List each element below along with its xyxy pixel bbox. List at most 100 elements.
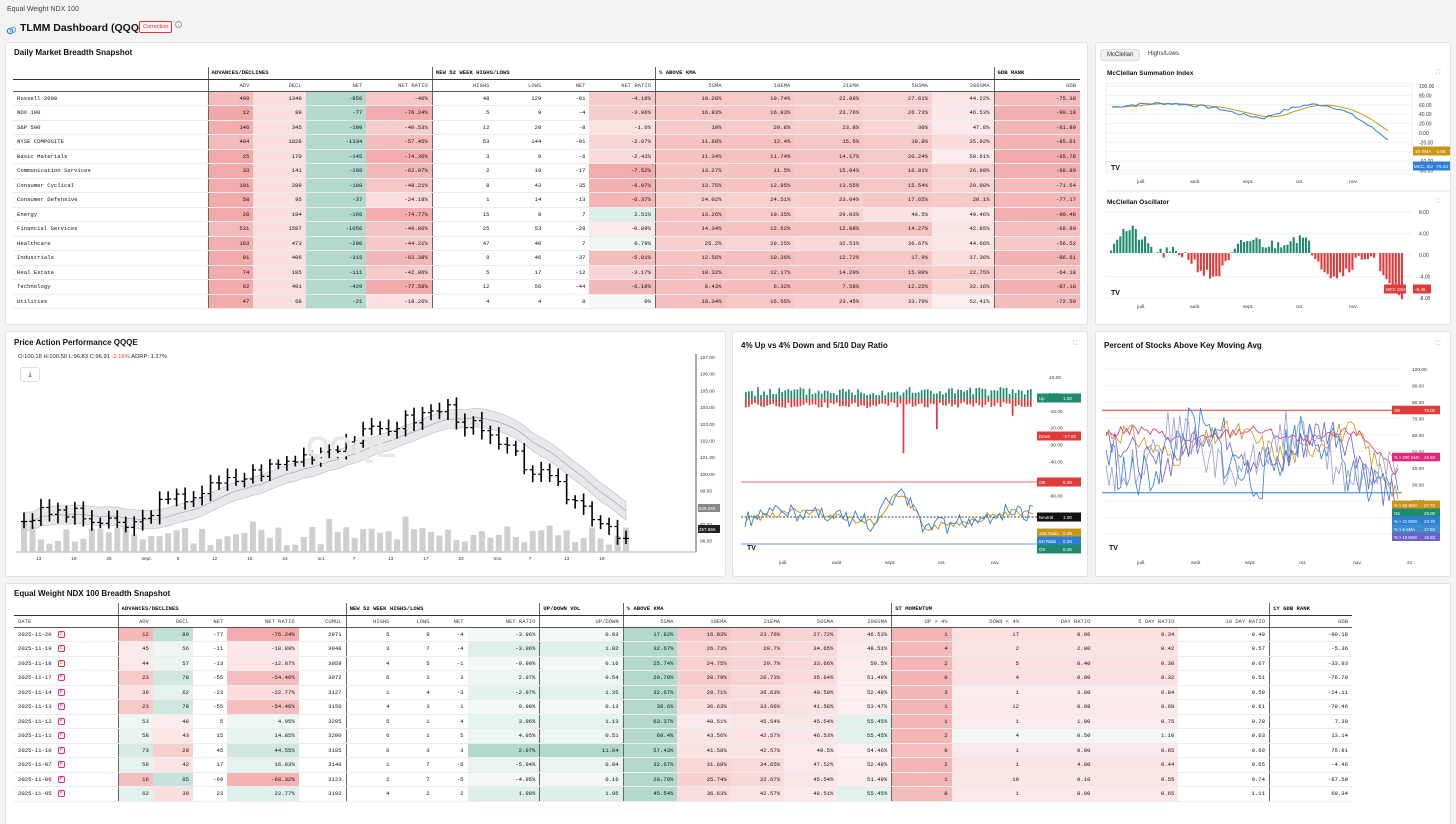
col-header[interactable]: CUMUL <box>298 615 347 628</box>
pct-chart[interactable]: 100.00 90.00 80.00 70.00 60.00 50.00 40.00 30.0… <box>1096 332 1451 577</box>
table-row: Russell 2000 499 1349 -850 -46% 48 129 -81 -4.16… <box>13 91 1080 106</box>
col-header[interactable]: 5 DAY RATIO <box>1094 615 1179 628</box>
col-header[interactable]: NET RATIO <box>366 79 433 92</box>
col-header[interactable]: 5SMA <box>654 79 726 92</box>
col-header[interactable]: 200SMA <box>837 615 892 628</box>
col-header[interactable]: UP/DOWN <box>539 615 624 628</box>
download-button[interactable]: ⤓ <box>20 367 40 382</box>
table-cell: 13.27% <box>654 163 726 179</box>
osc-bar <box>1233 248 1236 253</box>
col-header[interactable]: LOWS <box>493 79 546 92</box>
table-cell: 9 <box>493 105 546 121</box>
col-header[interactable]: HIGHS <box>345 615 394 628</box>
table-cell: 3 <box>891 685 952 700</box>
col-header[interactable]: 200SMA <box>932 79 994 92</box>
volume-bar <box>173 530 180 552</box>
down-bar <box>763 399 765 408</box>
table-cell: 23 <box>117 699 153 715</box>
up-bar <box>1029 389 1032 399</box>
col-header[interactable]: NET <box>433 615 468 628</box>
down-bar <box>866 399 868 408</box>
up-bar <box>823 390 826 399</box>
month-label: nov. <box>1349 180 1358 185</box>
axis-tick-label: 100.00 <box>1419 84 1435 90</box>
col-header[interactable]: NET <box>545 79 590 92</box>
col-header[interactable]: 5SMA <box>622 615 678 628</box>
col-header[interactable]: HIGHS <box>431 79 494 92</box>
col-header[interactable]: NET RATIO <box>227 615 299 628</box>
table-cell: 30% <box>863 120 932 135</box>
table-cell: 57.43% <box>622 743 678 758</box>
down-bar <box>811 399 814 405</box>
ndx-breadth-title: Equal Weight NDX 100 Breadth Snapshot <box>14 589 171 598</box>
pct50-value-bg <box>1422 500 1440 509</box>
col-header[interactable]: DATE <box>14 615 118 628</box>
table-cell: 3.96% <box>467 714 540 729</box>
osc-bar <box>1354 253 1357 258</box>
down-bar <box>766 399 768 406</box>
info-icon[interactable]: i <box>175 21 182 28</box>
time-tick-label: 24 <box>282 556 288 562</box>
table-cell: 4.00 <box>1023 757 1095 773</box>
ratio-chart[interactable]: 10.000.00-10.00-20.00-30.00-40.00-50.00-… <box>733 332 1088 577</box>
table-cell: 55.45% <box>837 714 892 729</box>
month-label: juill. <box>778 560 787 566</box>
mcclellan-charts[interactable]: 100.0080.0060.0040.0020.000.00-20.00-40.… <box>1096 43 1451 325</box>
volume-bar <box>21 521 27 552</box>
table-cell: 36.63% <box>677 699 731 715</box>
col-header[interactable]: 21EMA <box>794 79 864 92</box>
col-header[interactable]: ADV <box>117 615 153 628</box>
table-cell: -1 <box>433 656 468 671</box>
tab-highs-lows[interactable]: Highs/Lows <box>1148 51 1180 57</box>
price-bar <box>402 410 409 437</box>
up-bar <box>987 395 990 399</box>
osc-bar <box>1196 253 1199 273</box>
col-header[interactable]: DAY RATIO <box>1023 615 1095 628</box>
col-header[interactable]: NET <box>305 79 367 92</box>
table-cell: 0 <box>891 670 952 686</box>
col-header[interactable]: 50SMA <box>784 615 838 628</box>
up-bar <box>745 392 747 399</box>
up-bar <box>838 389 841 399</box>
col-header[interactable]: 10EMA <box>725 79 795 92</box>
col-header[interactable]: GDB <box>993 79 1080 92</box>
col-header[interactable]: 50SMA <box>863 79 932 92</box>
table-cell: 15.04% <box>794 163 864 179</box>
price-chart[interactable]: 107.00 106.00 105.00 104.00 103.00 102.00 101.… <box>6 332 726 577</box>
col-header[interactable]: 21EMA <box>730 615 785 628</box>
col-header[interactable]: NET RATIO <box>589 79 656 92</box>
col-header[interactable]: DOWN < 4% <box>951 615 1024 628</box>
col-header[interactable]: 10 DAY RATIO <box>1178 615 1270 628</box>
tab-mcclellan[interactable]: McClellan <box>1100 49 1141 61</box>
down-bar <box>745 399 747 408</box>
col-header[interactable]: 10EMA <box>677 615 731 628</box>
axis-tick-label: 100.00 <box>1412 367 1427 373</box>
col-header[interactable]: NET RATIO <box>467 615 540 628</box>
up-bar <box>790 390 793 399</box>
table-cell: 406 <box>253 250 306 266</box>
col-header[interactable]: DECL <box>152 615 194 628</box>
table-cell: -37 <box>305 192 367 208</box>
up-bar <box>754 395 756 399</box>
col-header[interactable]: NET <box>193 615 228 628</box>
col-header[interactable]: UP > 4% <box>891 615 952 628</box>
col-header[interactable]: ADV <box>207 79 254 92</box>
table-cell: 15 <box>193 728 228 744</box>
col-header[interactable]: LOWS <box>393 615 434 628</box>
regime-badge: P <box>57 717 65 725</box>
table-cell: -55 <box>193 699 228 715</box>
col-header[interactable]: DECL <box>253 79 306 92</box>
summation-line <box>1111 102 1389 141</box>
link-icon[interactable] <box>6 23 17 35</box>
table-cell: -72.50 <box>993 294 1080 309</box>
pct21-label: % > 21 EMA <box>1394 519 1418 524</box>
table-cell: 1 <box>891 699 952 715</box>
table-row: Consumer Cyclical 101 289 -188 -48.21% 8 43 -35… <box>13 178 1080 193</box>
col-header[interactable]: GDB <box>1269 615 1352 628</box>
date-label: 2025-11-20 <box>18 630 52 638</box>
table-cell: 3072 <box>298 670 347 686</box>
table-cell: -18.26% <box>366 294 433 309</box>
table-cell: 23.76% <box>730 627 785 642</box>
ratio5-line <box>744 488 1034 534</box>
